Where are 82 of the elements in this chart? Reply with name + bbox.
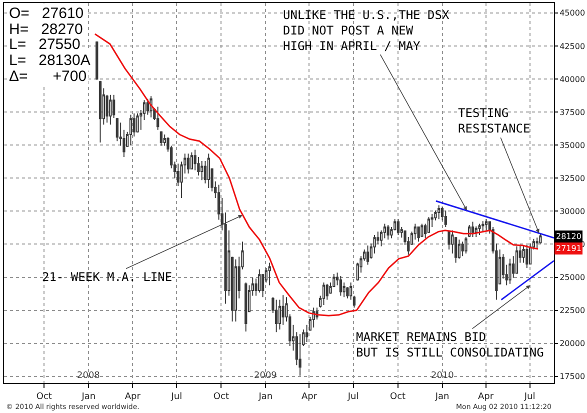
y-tick-label: 17500	[560, 372, 586, 382]
candlestick	[444, 210, 447, 228]
x2-tick-label: 2009	[254, 371, 278, 381]
x-tick-label: Jul	[170, 392, 182, 402]
y-tick-label: 37500	[560, 108, 586, 117]
annotation: TESTING RESISTANCE	[458, 106, 530, 136]
x-tick-label: Jan	[434, 392, 450, 402]
y-tick-label: 32500	[560, 174, 586, 183]
annotation: UNLIKE THE U.S.,THE DSX DID NOT POST A NEW HIGH IN APRIL / MAY	[283, 8, 450, 54]
candlestick	[298, 334, 302, 376]
y-tick-label: 22500	[560, 306, 586, 316]
x2-tick-label: 2010	[431, 371, 454, 381]
candlestick	[136, 112, 139, 134]
x-tick-label: Apr	[124, 392, 141, 402]
candlestick	[508, 258, 512, 284]
annotation: H= 28270	[9, 21, 83, 38]
y-tick-label: 42500	[560, 42, 586, 51]
candlestick	[322, 282, 326, 306]
candlestick	[346, 286, 349, 299]
candlestick	[339, 275, 342, 296]
annotation: O= 27610	[9, 5, 84, 22]
x-tick-label: Oct	[213, 392, 230, 402]
annotation: 27191	[556, 244, 582, 253]
candlestick	[539, 234, 542, 244]
candlestick	[417, 226, 420, 242]
annotation: L= 27550	[9, 36, 80, 53]
candlestick	[471, 221, 474, 238]
x-tick-label: Apr	[301, 392, 318, 402]
annotation: MARKET REMAINS BID BUT IS STILL CONSOLIDATING	[356, 330, 544, 360]
candlestick	[160, 130, 163, 146]
y-tick-label: 30000	[560, 206, 586, 216]
candlestick	[234, 258, 238, 322]
candlestick	[478, 223, 481, 236]
candlestick	[464, 236, 468, 254]
candlestick	[275, 299, 278, 333]
candlestick	[474, 226, 478, 238]
candlestick	[278, 299, 282, 330]
candlestick	[258, 268, 261, 293]
candlestick	[207, 153, 210, 189]
candlestick	[536, 237, 538, 249]
candlestick	[482, 220, 484, 232]
y-tick-label: 40000	[560, 74, 586, 84]
candlestick	[244, 282, 248, 332]
candlestick	[420, 223, 424, 238]
candlestick	[129, 114, 132, 146]
candlestick	[458, 239, 461, 260]
candlestick	[312, 307, 315, 328]
y-tick-label: 20000	[560, 339, 586, 348]
y-tick-label: 25000	[560, 273, 586, 282]
candlestick	[96, 40, 98, 80]
candlestick	[190, 152, 194, 170]
candlestick	[156, 106, 160, 130]
candlestick	[109, 94, 112, 126]
x-tick-label: Apr	[478, 392, 494, 402]
x-tick-label: Oct	[390, 392, 406, 402]
annotation: L= 28130A	[9, 52, 90, 69]
candlestick	[526, 244, 528, 269]
y-tick-label: 45000	[560, 8, 586, 18]
candlestick	[438, 204, 440, 220]
x2-tick-label: 2008	[77, 371, 100, 381]
annotation: 28120	[556, 232, 582, 241]
candlestick	[386, 224, 390, 240]
candlestick	[186, 153, 190, 174]
candlestick	[396, 218, 400, 236]
annotation: Δ= +700	[9, 68, 87, 85]
x-tick-label: Jul	[346, 392, 359, 402]
candlestick	[282, 294, 284, 326]
candlestick	[116, 117, 119, 142]
x-tick-label: Jan	[80, 392, 96, 402]
candlestick	[461, 241, 464, 257]
candlestick	[484, 218, 488, 231]
candlestick	[515, 246, 518, 274]
annotation: 21- WEEK M.A. LINE	[42, 270, 172, 284]
candlestick	[366, 245, 370, 266]
x-tick-label: Oct	[36, 392, 52, 402]
candlestick	[98, 80, 102, 143]
x-tick-label: Jul	[523, 392, 536, 402]
y-tick-label: 35000	[560, 140, 586, 150]
candlestick	[268, 262, 271, 286]
candlestick	[448, 230, 450, 250]
x-tick-label: Jan	[258, 392, 273, 402]
candlestick	[200, 160, 204, 181]
